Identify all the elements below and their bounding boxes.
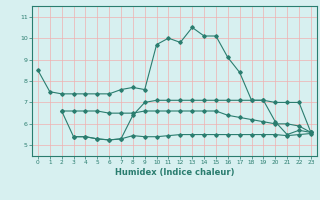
X-axis label: Humidex (Indice chaleur): Humidex (Indice chaleur) [115, 168, 234, 177]
